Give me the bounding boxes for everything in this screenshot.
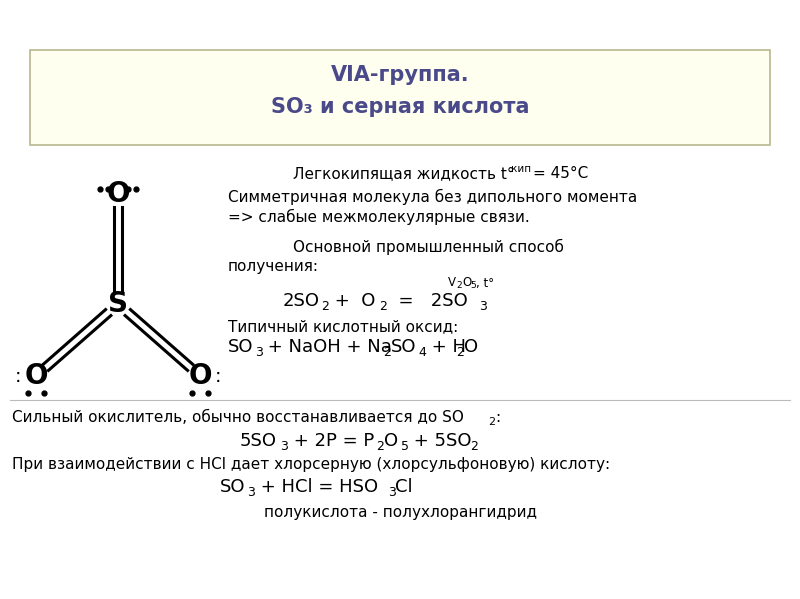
Text: + H: + H xyxy=(426,338,466,356)
Text: 3: 3 xyxy=(280,440,288,452)
Text: Типичный кислотный оксид:: Типичный кислотный оксид: xyxy=(228,319,458,334)
Text: 2: 2 xyxy=(376,440,384,452)
Text: Основной промышленный способ: Основной промышленный способ xyxy=(293,239,564,255)
Text: = 45°C: = 45°C xyxy=(533,167,588,181)
Text: Cl: Cl xyxy=(395,478,413,496)
Text: O: O xyxy=(464,338,478,356)
Text: 3: 3 xyxy=(255,346,263,358)
Text: 5: 5 xyxy=(401,440,409,452)
Text: + 5SO: + 5SO xyxy=(408,432,471,450)
Text: O: O xyxy=(462,277,471,289)
Text: 2: 2 xyxy=(470,440,478,452)
Text: S: S xyxy=(108,290,128,318)
Text: SO₃ и серная кислота: SO₃ и серная кислота xyxy=(270,97,530,117)
Text: => слабые межмолекулярные связи.: => слабые межмолекулярные связи. xyxy=(228,209,530,225)
Text: кип: кип xyxy=(511,164,531,174)
Text: O: O xyxy=(106,180,130,208)
FancyBboxPatch shape xyxy=(30,50,770,145)
Text: SO: SO xyxy=(228,338,254,356)
Text: полукислота - полухлорангидрид: полукислота - полухлорангидрид xyxy=(263,504,537,519)
Text: =   2SO: = 2SO xyxy=(387,292,468,310)
Text: Легкокипящая жидкость t°: Легкокипящая жидкость t° xyxy=(293,167,514,181)
Text: :: : xyxy=(14,367,22,386)
Text: +  O: + O xyxy=(329,292,375,310)
Text: 2SO: 2SO xyxy=(283,292,320,310)
Text: 2: 2 xyxy=(456,282,462,291)
Text: Сильный окислитель, обычно восстанавливается до SO: Сильный окислитель, обычно восстанавлива… xyxy=(12,410,464,425)
Text: 3: 3 xyxy=(479,300,487,313)
Text: VIA-группа.: VIA-группа. xyxy=(330,65,470,85)
Text: 2: 2 xyxy=(321,300,329,313)
Text: При взаимодействии с HCl дает хлорсерную (хлорсульфоновую) кислоту:: При взаимодействии с HCl дает хлорсерную… xyxy=(12,458,610,473)
Text: + HCl = HSO: + HCl = HSO xyxy=(255,478,378,496)
Text: Симметричная молекула без дипольного момента: Симметричная молекула без дипольного мом… xyxy=(228,189,638,205)
Text: O: O xyxy=(188,362,212,390)
Text: :: : xyxy=(214,367,222,386)
Text: O: O xyxy=(24,362,48,390)
Text: 2: 2 xyxy=(379,300,387,313)
Text: 2: 2 xyxy=(383,346,391,358)
Text: O: O xyxy=(384,432,398,450)
Text: 3: 3 xyxy=(388,486,396,498)
Text: 4: 4 xyxy=(418,346,426,358)
Text: + NaOH + Na: + NaOH + Na xyxy=(262,338,392,356)
Text: , t°: , t° xyxy=(476,277,494,289)
Text: 5SO: 5SO xyxy=(240,432,277,450)
Text: :: : xyxy=(495,410,500,425)
Text: 2: 2 xyxy=(488,417,495,427)
Text: V: V xyxy=(448,277,456,289)
Text: 2: 2 xyxy=(456,346,464,358)
Text: + 2P = P: + 2P = P xyxy=(288,432,374,450)
Text: получения:: получения: xyxy=(228,259,319,274)
Text: SO: SO xyxy=(220,478,246,496)
Text: SO: SO xyxy=(391,338,417,356)
Text: 3: 3 xyxy=(247,486,255,498)
Text: 5: 5 xyxy=(470,282,476,291)
